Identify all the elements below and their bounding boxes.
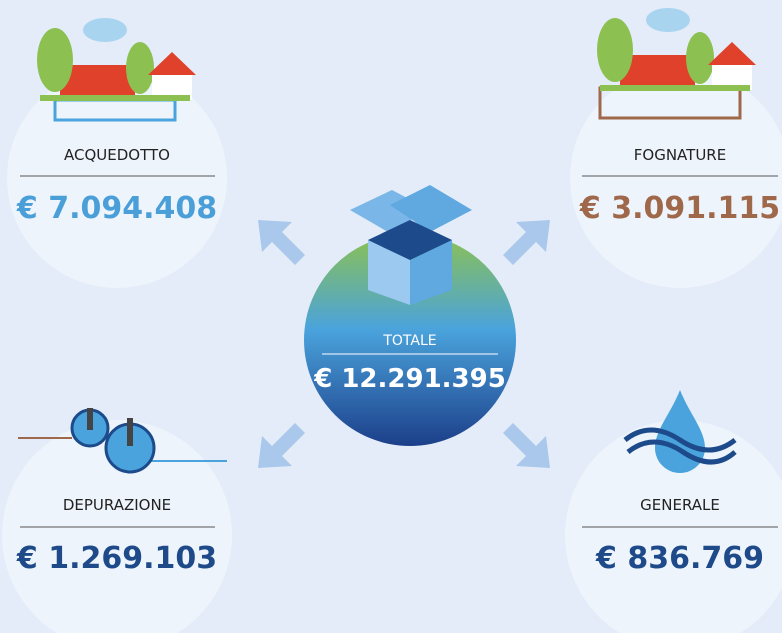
total-amount: € 12.291.395 [313,364,506,394]
node-amount: € 7.094.408 [16,191,217,226]
treatment-icon [18,408,227,474]
box-icon [350,185,472,305]
node-amount: € 3.091.115 [579,191,780,226]
water-icon [623,390,737,473]
node-label: DEPURAZIONE [63,496,171,514]
node-amount: € 836.769 [595,541,764,576]
node-amount: € 1.269.103 [16,541,217,576]
sewer-icon [597,8,756,120]
separators [20,175,778,528]
total-label: TOTALE [382,333,436,349]
node-label: FOGNATURE [634,146,726,164]
arrows [258,220,550,468]
total-circle [304,234,516,446]
town-icon [37,18,196,122]
node-label: GENERALE [640,496,720,514]
node-label: ACQUEDOTTO [64,146,170,164]
